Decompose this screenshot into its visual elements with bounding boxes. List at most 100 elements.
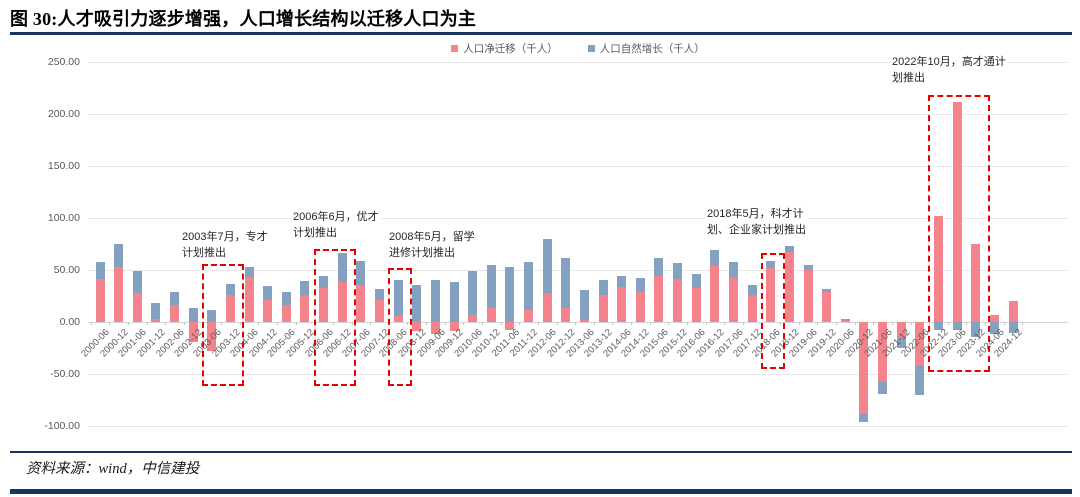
bar-natural (244, 266, 254, 278)
bar-natural (691, 274, 701, 288)
bar-natural (319, 276, 329, 288)
bar-natural (356, 260, 366, 285)
bar-migration (878, 322, 888, 383)
axis-tick (612, 322, 614, 325)
bar-natural (281, 291, 291, 306)
bar-natural (579, 289, 589, 320)
footer-divider (10, 451, 1072, 453)
gridline-250 (88, 62, 1068, 63)
source-note: 资料来源：wind，中信建投 (26, 461, 200, 477)
highlight-box (388, 267, 413, 387)
y-axis-label: 150.00 (47, 160, 80, 172)
bar-natural (933, 322, 943, 331)
axis-tick (481, 322, 483, 325)
axis-tick (183, 322, 185, 325)
bar-natural (524, 261, 534, 310)
y-axis-label: 200.00 (47, 108, 80, 120)
axis-tick (537, 322, 539, 325)
bar-migration (132, 292, 142, 322)
bar-migration (114, 266, 124, 322)
bar-migration (412, 322, 422, 332)
bar-natural (132, 271, 142, 293)
bar-migration (766, 267, 776, 322)
bar-migration (617, 286, 627, 322)
y-axis-label: -50.00 (50, 368, 80, 380)
annotation-line: 进修计划推出 (389, 247, 455, 259)
annotation-line: 2008年5月，留学 (389, 231, 475, 243)
bar-migration (244, 277, 254, 322)
bar-migration (896, 322, 906, 337)
bar-migration (673, 279, 683, 322)
axis-tick (1022, 322, 1024, 325)
axis-tick (724, 322, 726, 325)
axis-tick (780, 322, 782, 325)
gridline-50 (88, 270, 1068, 271)
bar-natural (710, 250, 720, 266)
bar-natural (617, 276, 627, 287)
bar-natural (840, 318, 850, 320)
bar-migration (579, 319, 589, 322)
annotation-line: 2018年5月，科才计 (707, 208, 804, 220)
bar-migration (151, 318, 161, 322)
axis-tick (295, 322, 297, 325)
bar-migration (542, 292, 552, 322)
bar-migration (505, 322, 515, 331)
y-axis-label: 250.00 (47, 56, 80, 68)
axis-tick (332, 322, 334, 325)
axis-tick (910, 322, 912, 325)
axis-tick (705, 322, 707, 325)
axis-tick (575, 322, 577, 325)
annotation-line: 划推出 (892, 72, 925, 84)
bar-migration (822, 291, 832, 322)
gridline-100 (88, 218, 1068, 219)
axis-tick (127, 322, 129, 325)
axis-tick (277, 322, 278, 325)
bar-natural (989, 322, 999, 335)
bar-natural (896, 336, 906, 348)
bar-migration (989, 314, 999, 322)
y-axis-label: 50.00 (53, 264, 80, 276)
bar-natural (300, 281, 310, 295)
gridline-0 (88, 322, 1068, 323)
axis-tick (631, 322, 633, 325)
bar-migration (486, 308, 496, 322)
axis-tick (835, 322, 837, 325)
axis-tick (668, 322, 670, 325)
legend-item-migration: 人口净迁移（千人） (451, 41, 558, 56)
annotation-label: 2008年5月，留学 进修计划推出 (387, 228, 477, 262)
bar-natural (878, 382, 888, 394)
bar-migration (356, 284, 366, 322)
highlight-box (313, 249, 357, 387)
axis-tick (109, 322, 111, 325)
highlight-box (201, 263, 245, 387)
highlight-box (928, 95, 990, 372)
bar-natural (188, 308, 198, 322)
axis-tick (444, 322, 446, 325)
bar-migration (561, 308, 571, 322)
bar-migration (188, 322, 198, 342)
bar-migration (393, 315, 403, 322)
bar-natural (654, 257, 664, 277)
legend-label-natural: 人口自然增长（千人） (599, 43, 705, 55)
bar-natural (393, 280, 403, 316)
axis-tick (370, 322, 372, 325)
bar-natural (952, 322, 962, 331)
gridline-200 (88, 114, 1068, 115)
axis-tick (407, 322, 409, 325)
axis-tick (239, 322, 241, 325)
annotation-label: 2006年6月，优才 计划推出 (291, 208, 381, 242)
axis-tick (1003, 322, 1005, 325)
axis-tick (593, 322, 595, 325)
bar-natural (468, 271, 478, 315)
bar-natural (337, 253, 347, 283)
migration-swatch-icon (451, 45, 459, 52)
bar-migration (337, 282, 347, 322)
axis-tick (146, 322, 148, 325)
bar-migration (468, 314, 478, 322)
bar-migration (729, 278, 738, 322)
bar-migration (840, 319, 850, 322)
annotation-label: 2003年7月，专才 计划推出 (180, 228, 270, 262)
bar-migration (654, 276, 664, 322)
bar-natural (430, 280, 440, 322)
top-divider (10, 32, 1072, 35)
